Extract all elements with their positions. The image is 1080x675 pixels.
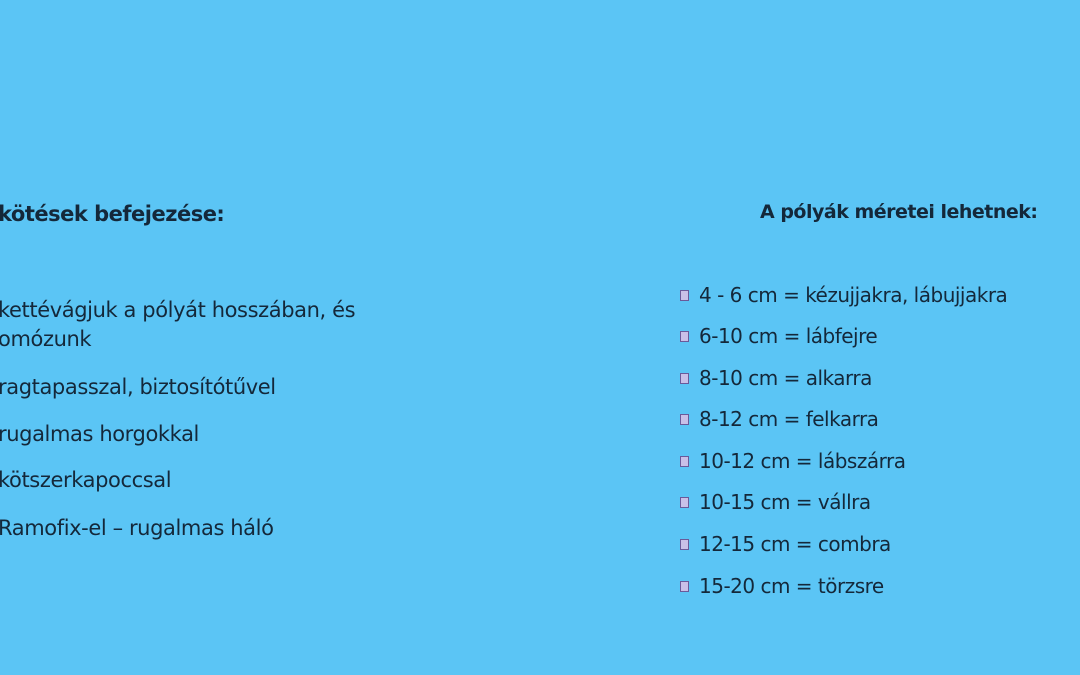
size-list-text: 10-12 cm = lábszárra <box>699 449 906 473</box>
size-list-item: 12-15 cm = combra <box>680 532 891 556</box>
left-heading: kötések befejezése: <box>0 202 225 226</box>
size-list-item: 15-20 cm = törzsre <box>680 574 884 598</box>
bullet-icon <box>680 496 689 508</box>
left-list-item-continuation: omózunk <box>0 327 92 351</box>
bullet-icon <box>680 372 689 384</box>
size-list-item: 10-12 cm = lábszárra <box>680 449 906 473</box>
bullet-icon <box>680 413 689 425</box>
size-list-item: 6-10 cm = lábfejre <box>680 324 878 348</box>
size-list-item: 10-15 cm = vállra <box>680 490 871 514</box>
left-list-item: ragtapasszal, biztosítótűvel <box>0 375 276 399</box>
left-list-item: kötszerkapoccsal <box>0 468 172 492</box>
left-list-item: Ramofix-el – rugalmas háló <box>0 516 274 540</box>
bullet-icon <box>680 330 689 342</box>
size-list-text: 4 - 6 cm = kézujjakra, lábujjakra <box>699 283 1008 307</box>
size-list-text: 6-10 cm = lábfejre <box>699 324 878 348</box>
bullet-icon <box>680 538 689 550</box>
left-list-item: rugalmas horgokkal <box>0 422 199 446</box>
bullet-icon <box>680 455 689 467</box>
size-list-text: 8-12 cm = felkarra <box>699 407 879 431</box>
bullet-icon <box>680 580 689 592</box>
size-list-item: 8-10 cm = alkarra <box>680 366 872 390</box>
size-list-text: 8-10 cm = alkarra <box>699 366 872 390</box>
size-list-item: 4 - 6 cm = kézujjakra, lábujjakra <box>680 283 1008 307</box>
size-list-text: 15-20 cm = törzsre <box>699 574 884 598</box>
bullet-icon <box>680 289 689 301</box>
left-list-item: kettévágjuk a pólyát hosszában, és <box>0 298 356 322</box>
size-list-text: 12-15 cm = combra <box>699 532 891 556</box>
size-list-item: 8-12 cm = felkarra <box>680 407 879 431</box>
right-heading: A pólyák méretei lehetnek: <box>760 201 1038 223</box>
size-list-text: 10-15 cm = vállra <box>699 490 871 514</box>
